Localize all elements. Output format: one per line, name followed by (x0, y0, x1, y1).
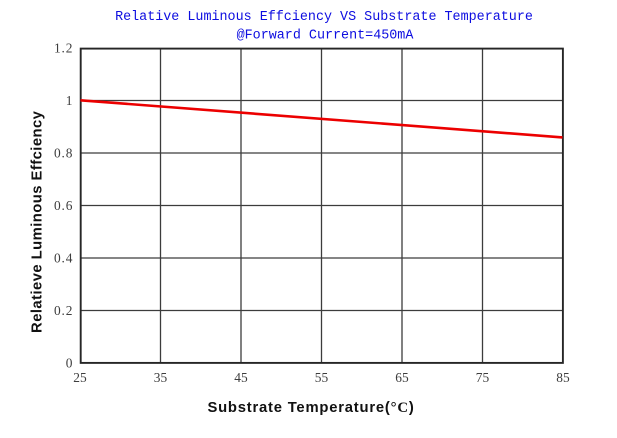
svg-text:25: 25 (73, 370, 87, 385)
svg-text:0.4: 0.4 (54, 250, 73, 265)
svg-text:Relative Luminous Effciency VS: Relative Luminous Effciency VS Substrate… (115, 10, 533, 25)
svg-text:0.6: 0.6 (54, 198, 73, 213)
svg-text:1.2: 1.2 (54, 40, 73, 55)
svg-text:55: 55 (315, 370, 329, 385)
svg-text:35: 35 (154, 370, 168, 385)
svg-text:1: 1 (66, 93, 74, 108)
svg-text:85: 85 (556, 370, 570, 385)
svg-text:Substrate Temperature(°C): Substrate Temperature(°C) (207, 400, 414, 416)
svg-text:45: 45 (234, 370, 248, 385)
svg-text:75: 75 (476, 370, 490, 385)
svg-text:0.8: 0.8 (54, 145, 73, 160)
svg-text:65: 65 (395, 370, 409, 385)
svg-text:0.2: 0.2 (54, 303, 73, 318)
svg-text:@Forward Current=450mA: @Forward Current=450mA (237, 29, 415, 44)
svg-text:Relatieve Luminous Effciency: Relatieve Luminous Effciency (30, 110, 46, 333)
svg-text:0: 0 (66, 355, 74, 370)
